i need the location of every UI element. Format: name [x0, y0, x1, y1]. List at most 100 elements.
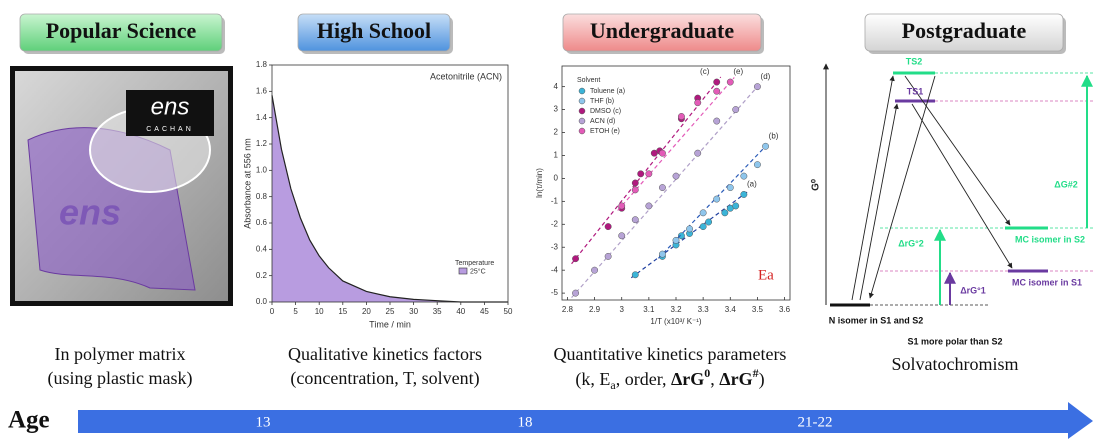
y-tick-label: 0.2 — [256, 271, 268, 280]
legend-label: ACN (d) — [590, 118, 615, 125]
data-point — [619, 233, 625, 239]
series-end-label: (e) — [733, 67, 743, 76]
caption-line: Quantitative kinetics parameters — [554, 344, 787, 364]
data-point — [638, 171, 644, 177]
logo-text: ens — [151, 93, 190, 120]
data-point — [632, 272, 638, 278]
y-tick-label: 1.8 — [256, 60, 268, 69]
y-tick-label: 1.0 — [256, 165, 268, 174]
data-point — [619, 203, 625, 209]
y-tick-label: 0.8 — [256, 192, 268, 201]
diagram-label: MC isomer in S2 — [1015, 234, 1085, 244]
diagram-label: ΔG#2 — [1054, 179, 1077, 189]
figure: Popular ScienceHigh SchoolUndergraduateP… — [0, 0, 1093, 439]
x-tick-label: 50 — [504, 307, 513, 316]
data-point — [605, 253, 611, 259]
data-point — [591, 267, 597, 273]
y-tick-label: 1.6 — [256, 86, 268, 95]
caption-part: ΔrG — [671, 369, 704, 389]
data-point — [714, 79, 720, 85]
stage-title: Popular Science — [46, 18, 197, 43]
data-point — [632, 217, 638, 223]
x-axis-label: Time / min — [369, 319, 411, 329]
reaction-path — [905, 76, 1010, 225]
data-point — [646, 171, 652, 177]
legend-marker — [579, 88, 585, 94]
y-tick-label: -5 — [551, 288, 559, 297]
x-tick-label: 3.2 — [670, 305, 682, 314]
legend-marker — [579, 108, 585, 114]
legend-label: Toluene (a) — [590, 88, 625, 95]
y-tick-label: -2 — [551, 219, 559, 228]
y-tick-label: 0.0 — [256, 297, 268, 306]
stage-title: Postgraduate — [902, 18, 1027, 43]
caption-line: (k, Ea, order, ΔrG0, ΔrG#) — [575, 366, 764, 392]
x-tick-label: 2.8 — [562, 305, 574, 314]
x-tick-label: 5 — [293, 307, 298, 316]
y-tick-label: 4 — [554, 82, 559, 91]
diagram-label: TS1 — [907, 86, 924, 96]
reaction-path — [870, 76, 935, 298]
diagram-label: MC isomer in S1 — [1012, 277, 1082, 287]
stage-title: High School — [317, 18, 431, 43]
chart-annotation: Ea — [758, 267, 774, 283]
data-point — [762, 143, 768, 149]
data-point — [572, 256, 578, 262]
caption-line: (using plastic mask) — [48, 368, 193, 389]
reaction-path — [852, 76, 893, 300]
x-tick-label: 3.1 — [643, 305, 655, 314]
data-point — [714, 88, 720, 94]
data-point — [741, 191, 747, 197]
x-tick-label: 25 — [386, 307, 395, 316]
reaction-path — [912, 104, 1012, 268]
data-point — [727, 79, 733, 85]
diagram-label: TS2 — [906, 56, 923, 66]
data-point — [727, 184, 733, 190]
data-point — [733, 203, 739, 209]
data-point — [695, 100, 701, 106]
page: { "stages": [ {"title": "Popular Science… — [0, 0, 1093, 439]
x-axis-label: 1/T (x10³/ K⁻¹) — [650, 317, 702, 326]
age-arrow — [78, 402, 1093, 439]
x-tick-label: 45 — [480, 307, 489, 316]
y-tick-label: 3 — [554, 105, 559, 114]
data-point — [646, 203, 652, 209]
legend-marker — [579, 118, 585, 124]
data-point — [673, 237, 679, 243]
x-tick-label: 3.6 — [779, 305, 791, 314]
y-tick-label: -1 — [551, 196, 559, 205]
diagram-label: S1 more polar than S2 — [907, 336, 1002, 346]
x-tick-label: 15 — [338, 307, 347, 316]
data-point — [722, 210, 728, 216]
caption-line: (concentration, T, solvent) — [290, 368, 479, 389]
age-label: Age — [8, 407, 50, 434]
data-point — [659, 150, 665, 156]
data-point — [673, 173, 679, 179]
logo-subtext: CACHAN — [146, 126, 194, 133]
x-tick-label: 40 — [456, 307, 465, 316]
x-tick-label: 3.5 — [752, 305, 764, 314]
x-tick-label: 3.3 — [698, 305, 710, 314]
caption-part: ΔrG — [719, 369, 752, 389]
diagram-label: N isomer in S1 and S2 — [829, 315, 924, 325]
legend-label: DMSO (c) — [590, 108, 621, 115]
legend-marker — [579, 128, 585, 134]
legend-title: Temperature — [455, 260, 494, 267]
caption-line: In polymer matrix — [55, 344, 186, 364]
y-tick-label: -4 — [551, 265, 559, 274]
data-point — [733, 106, 739, 112]
data-point — [572, 290, 578, 296]
y-tick-label: 1 — [554, 151, 559, 160]
data-point — [754, 83, 760, 89]
series-end-label: (d) — [761, 72, 771, 81]
data-point — [632, 180, 638, 186]
series-end-label: (b) — [769, 131, 779, 140]
data-point — [705, 219, 711, 225]
y-axis-label: ln(τ/min) — [535, 168, 544, 198]
chart-annotation: Acetonitrile (ACN) — [430, 71, 502, 81]
caption-part: , order, — [616, 369, 671, 389]
legend-label: 25°C — [470, 267, 486, 275]
data-point — [632, 187, 638, 193]
x-tick-label: 35 — [433, 307, 442, 316]
caption-part: (k, E — [575, 369, 610, 390]
